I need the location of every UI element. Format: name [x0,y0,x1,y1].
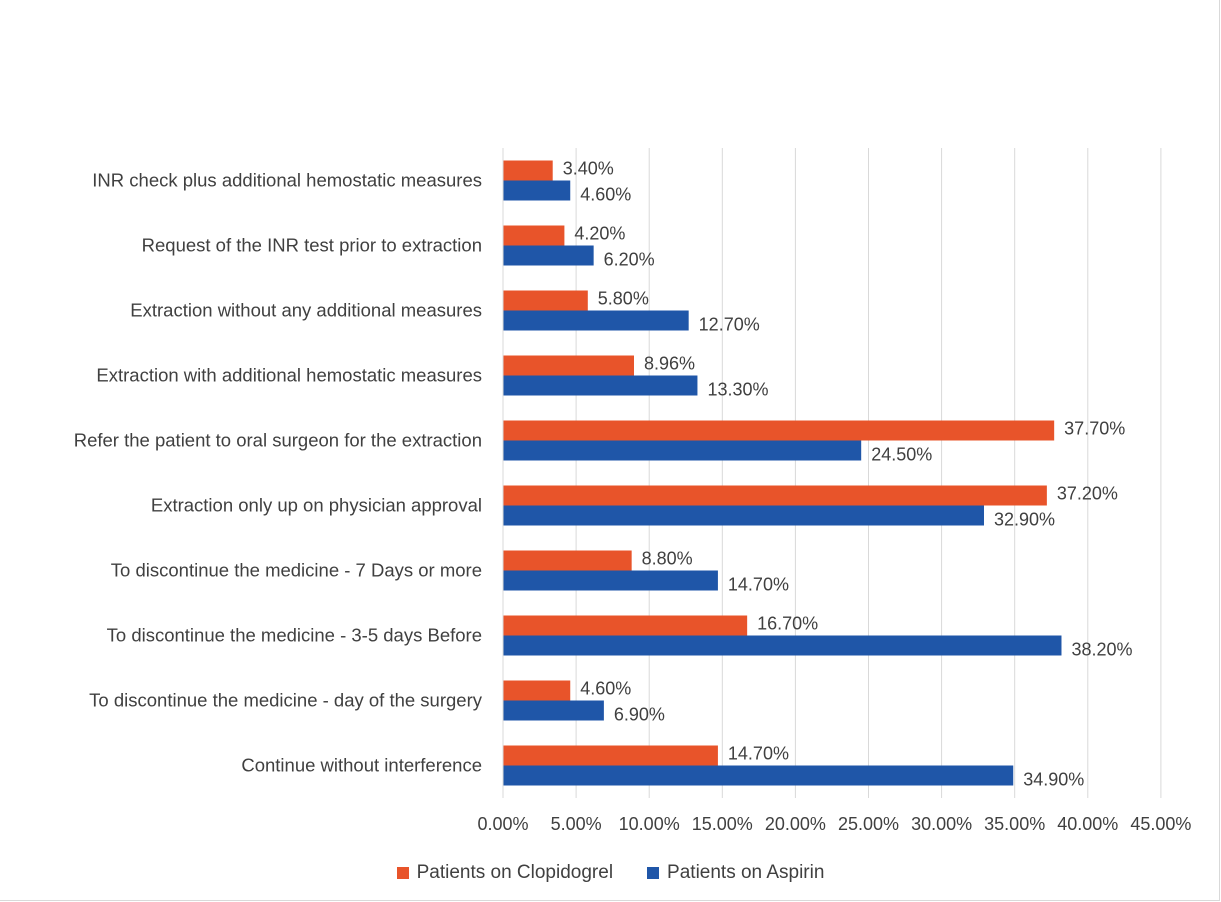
data-label: 12.70% [699,315,760,335]
legend-label-aspirin: Patients on Aspirin [667,862,825,883]
data-label: 24.50% [871,445,932,465]
bar [503,290,588,311]
bar [503,765,1014,786]
x-tick-label: 0.00% [477,814,528,834]
bar [503,615,748,636]
data-label: 16.70% [757,614,818,634]
category-label: Request of the INR test prior to extract… [142,235,482,256]
data-label: 4.60% [580,679,631,699]
data-label: 3.40% [563,159,614,179]
x-tick-label: 10.00% [619,814,680,834]
category-label: Refer the patient to oral surgeon for th… [74,430,482,451]
bar [503,485,1047,506]
bar [503,570,718,591]
bar [503,160,553,181]
data-label: 14.70% [728,744,789,764]
data-label: 6.90% [614,705,665,725]
data-label: 14.70% [728,575,789,595]
legend-item-clopidogrel: Patients on Clopidogrel [396,862,614,884]
data-label: 37.70% [1064,419,1125,439]
x-tick-label: 25.00% [838,814,899,834]
category-label: Continue without interference [241,755,482,776]
category-label: To discontinue the medicine - 3-5 days B… [107,625,482,646]
bar [503,635,1062,656]
data-label: 4.20% [574,224,625,244]
x-tick-label: 35.00% [984,814,1045,834]
data-label: 5.80% [598,289,649,309]
x-tick-label: 30.00% [911,814,972,834]
x-tick-label: 20.00% [765,814,826,834]
x-tick-label: 5.00% [551,814,602,834]
data-label: 8.80% [642,549,693,569]
bar [503,310,689,331]
data-label: 34.90% [1023,770,1084,790]
category-label: INR check plus additional hemostatic mea… [92,170,482,191]
bar [503,180,571,201]
bar [503,680,571,701]
data-label: 32.90% [994,510,1055,530]
legend-swatch-aspirin [647,867,660,879]
category-label: Extraction only up on physician approval [151,495,482,516]
x-tick-label: 45.00% [1130,814,1191,834]
legend-item-aspirin: Patients on Aspirin [647,862,824,884]
data-label: 8.96% [644,354,695,374]
legend-swatch-clopidogrel [396,867,409,879]
category-label: To discontinue the medicine - 7 Days or … [111,560,482,581]
data-label: 38.20% [1071,640,1132,660]
category-label: To discontinue the medicine - day of the… [89,690,483,711]
legend-label-clopidogrel: Patients on Clopidogrel [416,862,614,883]
category-label: Extraction with additional hemostatic me… [96,365,482,386]
bar [503,355,634,376]
legend: Patients on Clopidogrel Patients on Aspi… [0,862,1221,884]
x-tick-label: 40.00% [1057,814,1118,834]
bar [503,700,604,721]
bar [503,440,862,461]
bar [503,225,565,246]
category-label: Extraction without any additional measur… [130,300,482,321]
bar [503,245,594,266]
bar [503,375,698,396]
data-label: 13.30% [707,380,768,400]
data-label: 6.20% [604,250,655,270]
bar [503,550,632,571]
data-label: 4.60% [580,185,631,205]
x-tick-label: 15.00% [692,814,753,834]
bar [503,420,1055,441]
bar [503,505,984,526]
data-label: 37.20% [1057,484,1118,504]
bar [503,745,718,766]
